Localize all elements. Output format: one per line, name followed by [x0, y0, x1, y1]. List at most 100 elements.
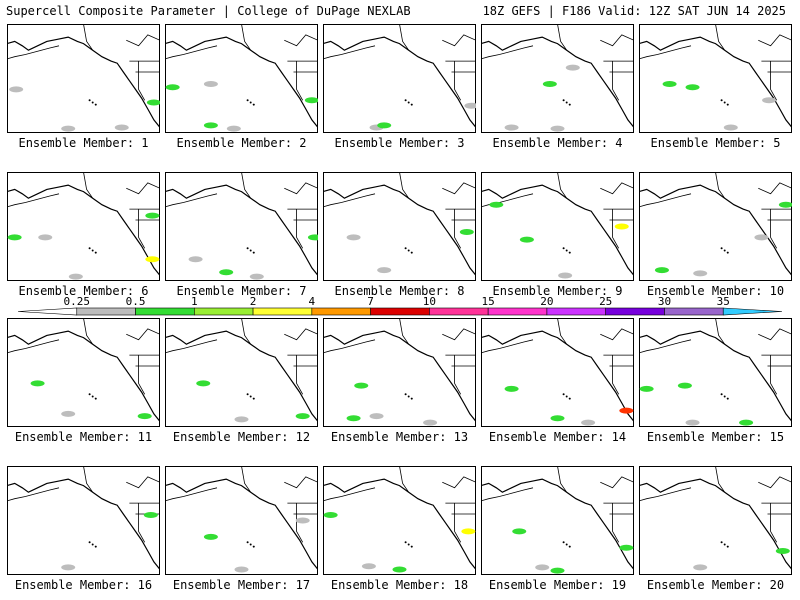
- border-line: [83, 318, 94, 345]
- hawaii-island: [91, 395, 94, 398]
- scp-contour: [143, 512, 158, 519]
- border-line: [442, 182, 476, 195]
- hawaii-island: [723, 395, 726, 398]
- colorbar-segment: [605, 307, 665, 316]
- hawaii-island: [252, 103, 255, 106]
- hawaii-island: [94, 545, 97, 548]
- panel-map: [7, 466, 160, 575]
- coastline: [639, 184, 792, 276]
- hawaii-island: [404, 247, 407, 250]
- aleutian-islands: [7, 193, 60, 208]
- hawaii-island: [410, 251, 413, 254]
- scp-contour: [361, 563, 376, 570]
- aleutian-islands: [165, 487, 218, 502]
- panel-frame: [323, 172, 476, 281]
- ensemble-panel: Ensemble Member: 7: [165, 172, 318, 298]
- hawaii-island: [407, 543, 410, 546]
- border-line: [83, 24, 94, 51]
- scp-contour: [68, 273, 83, 280]
- scp-contour: [464, 102, 476, 109]
- ensemble-panel: Ensemble Member: 20: [639, 466, 792, 592]
- scp-contour: [7, 234, 22, 241]
- border-line: [296, 355, 304, 395]
- border-line: [600, 182, 634, 195]
- member-caption: Ensemble Member: 6: [18, 284, 149, 298]
- aleutian-islands: [323, 193, 376, 208]
- border-line: [284, 34, 318, 47]
- scp-contour: [581, 419, 596, 426]
- border-line: [758, 34, 792, 47]
- scp-contour: [558, 272, 573, 279]
- scp-contour: [550, 125, 565, 132]
- scp-contour: [677, 382, 692, 389]
- hawaii-island: [407, 395, 410, 398]
- member-caption: Ensemble Member: 3: [334, 136, 465, 150]
- border-line: [126, 476, 160, 489]
- border-line: [138, 61, 146, 101]
- colorbar-graphic: 0.25 0.5 1 2 4 7 10 15 20 25 30 35: [17, 295, 783, 316]
- hawaii-island: [88, 541, 91, 544]
- hawaii-island: [246, 99, 249, 102]
- border-line: [399, 24, 410, 51]
- scp-contour: [619, 544, 634, 551]
- hawaii-island: [94, 251, 97, 254]
- aleutian-islands: [481, 45, 534, 60]
- coastline: [165, 478, 318, 570]
- coastline: [481, 36, 634, 128]
- colorbar-tick-label: 7: [367, 295, 374, 308]
- border-line: [138, 209, 146, 249]
- border-line: [612, 61, 620, 101]
- panel-map: [481, 466, 634, 575]
- border-line: [758, 476, 792, 489]
- aleutian-islands: [323, 339, 376, 354]
- colorbar-segment: [311, 307, 371, 316]
- scp-contour: [165, 84, 180, 91]
- border-line: [284, 182, 318, 195]
- aleutian-islands: [7, 339, 60, 354]
- scp-contour: [234, 416, 249, 423]
- scp-contour: [203, 533, 218, 540]
- border-line: [600, 328, 634, 341]
- border-line: [126, 328, 160, 341]
- hawaii-island: [252, 251, 255, 254]
- colorbar-segment: [194, 307, 254, 316]
- scp-contour: [61, 410, 76, 417]
- colorbar-segment: [370, 307, 430, 316]
- hawaii-island: [726, 397, 729, 400]
- panel-map: [639, 24, 792, 133]
- scp-contour: [662, 80, 677, 87]
- border-line: [284, 476, 318, 489]
- scp-contour: [346, 415, 361, 422]
- scp-contour: [739, 419, 754, 426]
- hawaii-island: [252, 397, 255, 400]
- colorbar-segment: [546, 307, 606, 316]
- hawaii-island: [562, 541, 565, 544]
- ensemble-panel: Ensemble Member: 14: [481, 318, 634, 444]
- scp-contour: [30, 380, 45, 387]
- scp-contour: [550, 415, 565, 422]
- coastline: [481, 478, 634, 570]
- border-line: [612, 503, 620, 543]
- scp-contour: [203, 122, 218, 129]
- hawaii-island: [723, 543, 726, 546]
- border-line: [454, 355, 462, 395]
- member-caption: Ensemble Member: 14: [488, 430, 627, 444]
- scp-contour: [565, 64, 580, 71]
- hawaii-island: [407, 101, 410, 104]
- aleutian-islands: [481, 339, 534, 354]
- ensemble-panel: Ensemble Member: 6: [7, 172, 160, 298]
- hawaii-island: [565, 395, 568, 398]
- hawaii-island: [726, 103, 729, 106]
- border-line: [296, 61, 304, 101]
- hawaii-island: [249, 249, 252, 252]
- aleutian-islands: [481, 487, 534, 502]
- panel-frame: [165, 24, 318, 133]
- coastline: [165, 330, 318, 422]
- scp-contour: [196, 380, 211, 387]
- scp-contour: [145, 256, 160, 263]
- member-caption: Ensemble Member: 16: [14, 578, 153, 592]
- panel-frame: [323, 466, 476, 575]
- hawaii-island: [88, 247, 91, 250]
- hawaii-island: [404, 99, 407, 102]
- border-line: [600, 34, 634, 47]
